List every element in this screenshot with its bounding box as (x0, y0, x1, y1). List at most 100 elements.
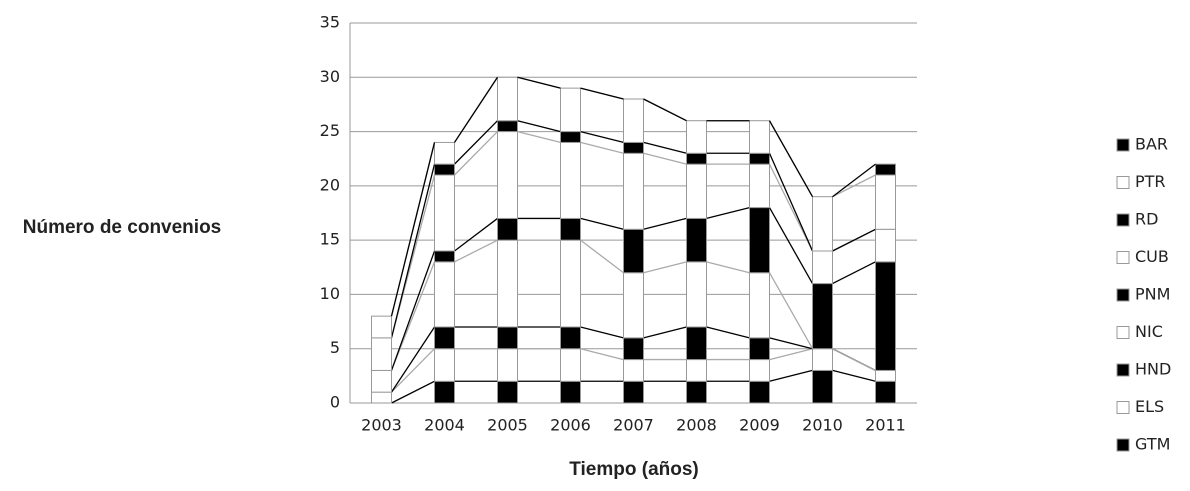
bar-segment (749, 272, 770, 339)
bar-segment (686, 380, 707, 404)
legend-label: ELS (1135, 397, 1164, 416)
legend-label: GTM (1135, 435, 1170, 454)
bar-segment (560, 141, 581, 219)
bar-segment (749, 120, 770, 154)
bar-segment (560, 380, 581, 404)
connector (454, 217, 498, 252)
legend-swatch (1116, 251, 1130, 264)
bar-segment (875, 369, 896, 382)
legend-swatch (1116, 213, 1130, 227)
bar-segment (812, 369, 833, 404)
bar-segment (371, 337, 392, 371)
x-axis-title: Tiempo (años) (569, 459, 699, 480)
connector (517, 120, 561, 133)
bar-segment (623, 380, 644, 404)
bar-segment (560, 326, 581, 350)
connector (832, 174, 876, 198)
connector (706, 326, 750, 339)
bar-segment (497, 120, 518, 133)
bar-segment (560, 87, 581, 133)
x-tick-label: 2003 (361, 416, 402, 435)
connector (768, 120, 814, 198)
x-tick-label: 2008 (676, 416, 717, 435)
legend-label: PNM (1135, 285, 1170, 304)
bar-segment (749, 359, 770, 382)
connector (768, 153, 814, 252)
connector (391, 380, 435, 404)
bar-segment (875, 163, 896, 176)
connector (706, 206, 750, 220)
y-tick-label: 5 (330, 338, 340, 357)
connector (832, 261, 876, 285)
connector (832, 348, 876, 372)
bar-segment (497, 217, 518, 241)
bar-segment (434, 380, 455, 404)
bar-segment (371, 315, 392, 339)
connector (768, 272, 814, 350)
connector (453, 76, 499, 143)
bar-segment (497, 131, 518, 219)
bar-segment (560, 348, 581, 382)
bar-segment (875, 228, 896, 263)
bar-segment (812, 250, 833, 285)
legend-swatch (1116, 401, 1130, 414)
bar-segment (749, 337, 770, 361)
connector (580, 217, 624, 230)
bar-segment (623, 228, 644, 274)
bar-segment (560, 217, 581, 241)
y-tick-label: 30 (320, 67, 340, 86)
connector (643, 141, 687, 154)
connector (390, 142, 436, 317)
bar-segment (686, 326, 707, 361)
legend-swatch (1116, 138, 1130, 152)
legend-label: BAR (1135, 135, 1168, 154)
legend-label: RD (1135, 210, 1158, 229)
bar-segment (434, 326, 455, 350)
x-tick-label: 2009 (739, 416, 780, 435)
connector (580, 141, 624, 154)
bar-segment (686, 120, 707, 154)
connector (832, 228, 876, 252)
bar-segment (812, 196, 833, 252)
bar-segment (686, 163, 707, 219)
x-tick-label: 2011 (865, 416, 906, 435)
x-tick-label: 2010 (802, 416, 843, 435)
bar-segment (623, 152, 644, 230)
bar-segment (497, 239, 518, 328)
bar-segment (371, 369, 392, 393)
bar-segment (749, 380, 770, 404)
connector (454, 131, 498, 176)
legend-swatch (1116, 326, 1130, 339)
bar-segment (560, 239, 581, 328)
bar-segment (623, 98, 644, 143)
y-tick-label: 25 (320, 121, 340, 140)
legend-label: CUB (1135, 247, 1169, 266)
connector (580, 130, 624, 144)
bar-segment (749, 152, 770, 165)
connector (768, 163, 814, 252)
bar-segment (749, 207, 770, 274)
legend-label: HND (1135, 360, 1171, 379)
connector (454, 239, 498, 263)
bar-segment (686, 152, 707, 165)
y-tick-label: 10 (320, 284, 340, 303)
connector (390, 326, 436, 393)
connector (454, 120, 498, 165)
legend-swatch (1116, 438, 1130, 452)
connector (769, 348, 813, 361)
x-tick-label: 2005 (487, 416, 528, 435)
y-tick-label: 0 (330, 393, 340, 412)
bar-segment (875, 261, 896, 371)
y-tick-label: 20 (320, 175, 340, 194)
x-tick-label: 2006 (550, 416, 591, 435)
bar-segment (623, 141, 644, 154)
bar-segment (812, 348, 833, 371)
bar-segment (749, 163, 770, 209)
y-tick-label: 35 (320, 13, 340, 32)
bar-segment (560, 131, 581, 143)
bar-segment (623, 359, 644, 382)
bar-segment (497, 348, 518, 382)
bar-segment (497, 76, 518, 122)
connector (643, 261, 687, 274)
